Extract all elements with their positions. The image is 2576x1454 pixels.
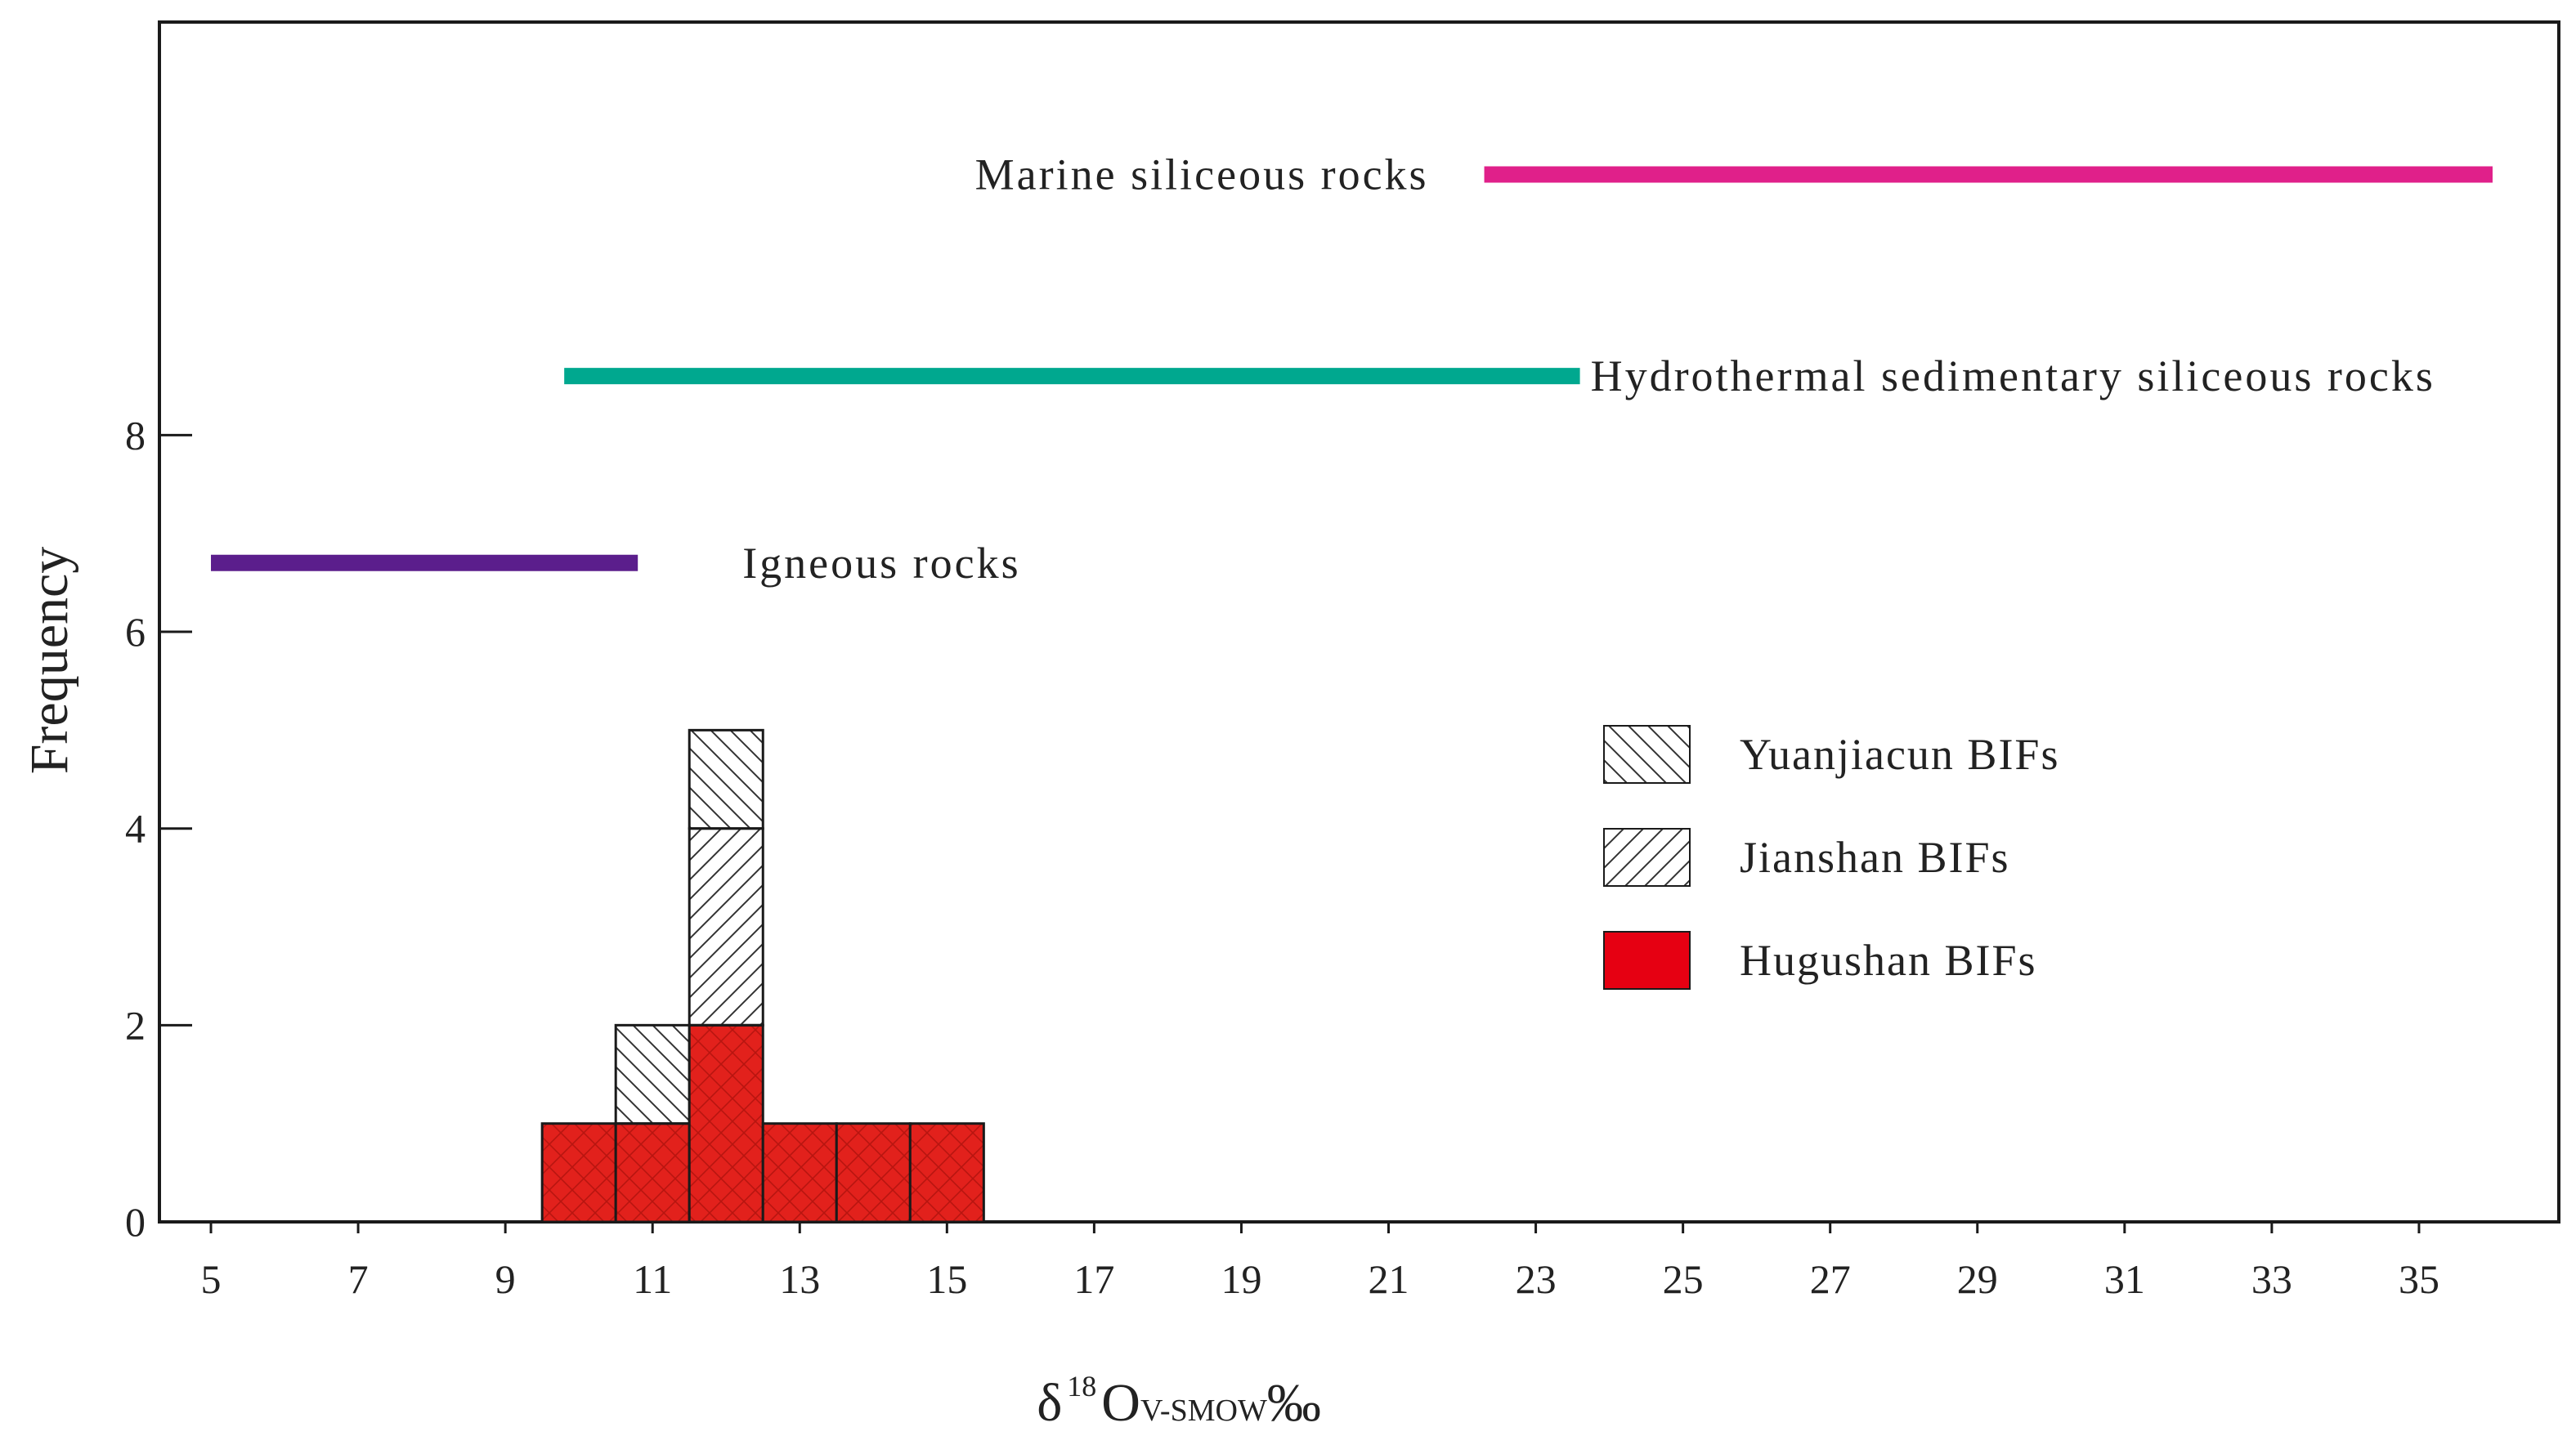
histogram-bar [761, 1122, 838, 1224]
x-axis-title-sup: 18 [1067, 1370, 1096, 1403]
x-tick-label: 11 [633, 1256, 672, 1302]
x-axis-title-element: O [1101, 1373, 1140, 1433]
legend-label: Jianshan BIFs [1740, 833, 2010, 882]
x-tick-label: 13 [779, 1256, 820, 1302]
legend: Yuanjiacun BIFs Jianshan BIFs Hugushan BIF… [1603, 725, 2059, 990]
x-tick-label: 15 [926, 1256, 967, 1302]
x-tick-label: 25 [1663, 1256, 1704, 1302]
range-label: Marine siliceous rocks [975, 150, 1429, 199]
x-tick-label: 31 [2104, 1256, 2145, 1302]
y-axis-title: Frequency [20, 547, 79, 775]
plot-frame [158, 20, 2560, 1224]
x-tick-label: 7 [348, 1256, 369, 1302]
legend-swatch [1603, 828, 1691, 887]
y-tick-label: 4 [125, 806, 146, 852]
histogram-bar [688, 1023, 764, 1224]
legend-swatch [1603, 931, 1691, 990]
x-tick-label: 23 [1516, 1256, 1557, 1302]
x-axis-title-sub: V-SMOW [1140, 1394, 1267, 1428]
histogram-bar [614, 1122, 691, 1224]
y-tick-label: 2 [125, 1002, 146, 1048]
histogram-bar [688, 728, 764, 830]
histogram-bar [614, 1023, 691, 1125]
x-tick-label: 9 [495, 1256, 516, 1302]
legend-label: Yuanjiacun BIFs [1740, 730, 2059, 779]
x-tick-label: 27 [1810, 1256, 1851, 1302]
histogram-bar [688, 827, 764, 1027]
y-tick-label: 6 [125, 609, 146, 655]
x-axis-title: δ 18OV-SMOW‰ [1037, 1370, 1321, 1433]
histogram-bar [908, 1122, 985, 1224]
legend-label: Hugushan BIFs [1740, 936, 2037, 985]
x-tick-label: 29 [1957, 1256, 1998, 1302]
bars-layer [402, 728, 1205, 1224]
x-tick-label: 17 [1073, 1256, 1114, 1302]
range-label: Hydrothermal sedimentary siliceous rocks [1591, 351, 2435, 400]
x-tick-label: 33 [2251, 1256, 2292, 1302]
y-tick-label: 0 [125, 1199, 146, 1245]
legend-swatch [1603, 725, 1691, 784]
range-label: Igneous rocks [742, 539, 1020, 588]
x-axis-title-delta: δ [1037, 1373, 1062, 1433]
y-tick-label: 8 [125, 412, 146, 458]
range-bars-layer: Marine siliceous rocks Hydrothermal sedim… [211, 150, 2493, 588]
histogram-bar [540, 1122, 617, 1224]
x-axis-title-unit: ‰ [1267, 1373, 1321, 1433]
x-tick-label: 19 [1221, 1256, 1261, 1302]
histogram-bar [835, 1122, 912, 1224]
x-tick-label: 21 [1369, 1256, 1409, 1302]
x-tick-label: 5 [201, 1256, 222, 1302]
x-tick-label: 35 [2399, 1256, 2439, 1302]
ticks-layer: 5 7 9 11 13 15 17 19 21 23 25 27 29 31 33 35 0 2 4 6 8 [125, 412, 2439, 1302]
